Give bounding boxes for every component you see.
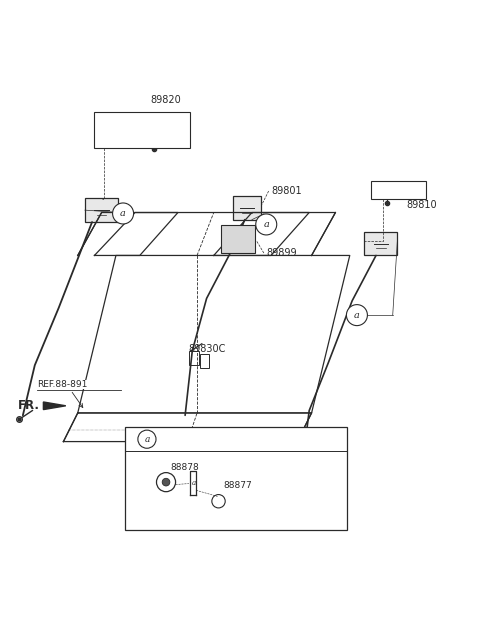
Text: 1125DA: 1125DA xyxy=(376,182,412,190)
Text: 1125DA: 1125DA xyxy=(120,115,155,124)
Circle shape xyxy=(347,305,367,326)
Circle shape xyxy=(156,472,176,491)
Bar xyxy=(371,181,426,199)
Text: 89801: 89801 xyxy=(271,186,301,196)
Text: a: a xyxy=(264,220,269,229)
Text: 88878: 88878 xyxy=(171,464,200,472)
Text: a: a xyxy=(354,311,360,319)
Bar xyxy=(364,232,397,255)
Bar xyxy=(189,351,199,365)
Bar xyxy=(85,198,118,222)
Bar xyxy=(233,196,262,220)
Circle shape xyxy=(138,430,156,448)
Text: a: a xyxy=(144,435,150,444)
Text: 89830C: 89830C xyxy=(188,344,225,354)
Circle shape xyxy=(162,478,170,486)
Text: REF.88-891: REF.88-891 xyxy=(37,380,87,389)
Circle shape xyxy=(256,214,277,235)
Text: a: a xyxy=(192,479,196,487)
Circle shape xyxy=(212,495,225,508)
Text: 1125DB: 1125DB xyxy=(376,191,412,200)
Text: 88877: 88877 xyxy=(223,481,252,490)
Text: 1125DB: 1125DB xyxy=(120,124,156,133)
Bar xyxy=(200,354,209,368)
Bar xyxy=(95,112,190,148)
Bar xyxy=(125,427,348,530)
Text: a: a xyxy=(120,209,126,218)
Polygon shape xyxy=(43,402,66,410)
Text: 89899: 89899 xyxy=(266,248,297,258)
Bar xyxy=(221,225,255,253)
Text: 89820: 89820 xyxy=(151,95,181,105)
Text: FR.: FR. xyxy=(18,399,40,412)
Circle shape xyxy=(113,203,133,224)
Text: 89810: 89810 xyxy=(406,201,437,210)
